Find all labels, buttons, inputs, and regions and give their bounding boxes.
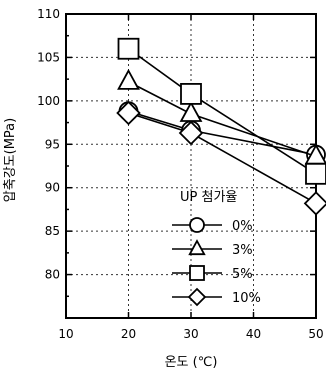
legend-marker-diamond	[187, 287, 207, 307]
x-tick-labels: 10 20 30 40 50	[58, 327, 323, 341]
series-diamond	[116, 100, 326, 216]
legend-marker-square	[189, 265, 205, 281]
x-tick-label: 10	[58, 327, 73, 341]
data-point-square	[180, 83, 202, 105]
legend-marker-triangle	[188, 239, 206, 256]
y-tick-label: 95	[45, 137, 60, 151]
y-tick-label: 100	[37, 94, 60, 108]
y-tick-label: 85	[45, 224, 60, 238]
y-tick-label: 90	[45, 181, 60, 195]
legend-label: 3%	[232, 243, 253, 258]
legend-item: 10%	[172, 287, 261, 307]
data-point-diamond	[303, 191, 326, 216]
series-layer	[116, 37, 326, 216]
legend-item: 5%	[172, 265, 253, 282]
data-point-square	[305, 162, 326, 185]
x-tick-label: 30	[183, 327, 198, 341]
data-point-triangle	[117, 68, 140, 90]
legend-label: 5%	[232, 267, 253, 282]
y-tick-labels: 80 85 90 95 100 105 110	[37, 7, 60, 282]
data-point-triangle	[179, 101, 203, 122]
y-axis-label: 압축강도(MPa)	[3, 118, 18, 202]
y-tick-label: 80	[45, 268, 60, 282]
x-axis-label: 온도 (℃)	[165, 355, 218, 370]
legend: UP 첨가율 0% 3% 5% 10%	[172, 190, 261, 307]
y-tick-label: 105	[37, 50, 60, 64]
series-circle	[118, 101, 326, 165]
series-line	[128, 48, 317, 175]
legend-item: 3%	[172, 239, 253, 258]
legend-title: UP 첨가율	[180, 190, 237, 205]
legend-label: 0%	[232, 219, 253, 234]
y-tick-label: 110	[37, 7, 60, 21]
legend-item: 0%	[172, 217, 253, 234]
legend-marker-circle	[189, 217, 205, 233]
legend-items: 0% 3% 5% 10%	[172, 217, 261, 307]
x-tick-label: 50	[308, 327, 323, 341]
legend-label: 10%	[232, 291, 261, 306]
series-triangle	[117, 68, 326, 165]
x-tick-label: 40	[246, 327, 261, 341]
data-point-diamond	[178, 120, 204, 146]
series-line	[128, 110, 317, 156]
data-point-square	[117, 37, 140, 60]
series-square	[117, 37, 326, 185]
data-point-diamond	[116, 100, 141, 126]
x-tick-label: 20	[121, 327, 136, 341]
